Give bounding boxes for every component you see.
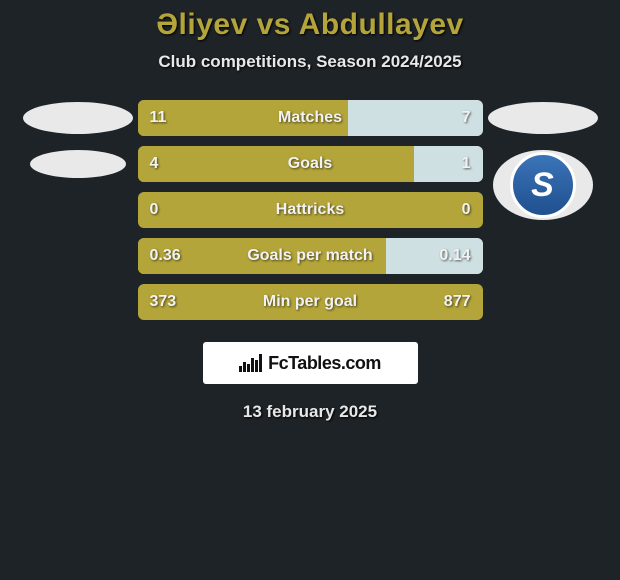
stat-row: 11 Matches 7 — [0, 100, 620, 136]
branding-text: FcTables.com — [268, 353, 381, 374]
page-title: Əliyev vs Abdullayev — [0, 8, 620, 42]
team-logo-left-2 — [30, 150, 126, 178]
logo-left-slot — [18, 102, 138, 134]
stat-right-value: 877 — [444, 293, 471, 311]
stat-label: Min per goal — [263, 293, 357, 311]
logo-right-slot — [483, 102, 603, 134]
bar-left-fill — [138, 146, 414, 182]
stat-right-value: 7 — [462, 109, 471, 127]
stat-label: Matches — [278, 109, 342, 127]
stat-left-value: 11 — [150, 109, 167, 127]
stat-right-value: 0 — [462, 201, 471, 219]
stat-right-value: 0.14 — [439, 247, 470, 265]
team-logo-right-1 — [488, 102, 598, 134]
infographic-container: Əliyev vs Abdullayev Club competitions, … — [0, 0, 620, 422]
stat-bar-goals: 4 Goals 1 — [138, 146, 483, 182]
stat-bar-gpm: 0.36 Goals per match 0.14 — [138, 238, 483, 274]
team-logo-right-circle: S — [493, 150, 593, 220]
badge-icon: S — [510, 152, 576, 218]
stat-right-value: 1 — [462, 155, 471, 173]
badge-letter: S — [531, 166, 554, 205]
team-logo-left-1 — [23, 102, 133, 134]
stat-bar-hattricks: 0 Hattricks 0 — [138, 192, 483, 228]
date-label: 13 february 2025 — [0, 402, 620, 422]
stat-row: 373 Min per goal 877 — [0, 284, 620, 320]
logo-left-slot — [18, 150, 138, 178]
stat-left-value: 373 — [150, 293, 177, 311]
stat-row: 0.36 Goals per match 0.14 — [0, 238, 620, 274]
stat-bar-mpg: 373 Min per goal 877 — [138, 284, 483, 320]
stat-left-value: 0 — [150, 201, 159, 219]
stat-label: Goals per match — [247, 247, 372, 265]
branding-badge: FcTables.com — [203, 342, 418, 384]
stat-left-value: 4 — [150, 155, 159, 173]
bar-chart-icon — [239, 354, 262, 372]
subtitle: Club competitions, Season 2024/2025 — [0, 52, 620, 72]
stat-label: Hattricks — [276, 201, 344, 219]
stat-left-value: 0.36 — [150, 247, 181, 265]
stat-bar-matches: 11 Matches 7 — [138, 100, 483, 136]
bar-right-fill — [414, 146, 483, 182]
stat-row: 4 Goals 1 S — [0, 146, 620, 182]
stat-label: Goals — [288, 155, 332, 173]
